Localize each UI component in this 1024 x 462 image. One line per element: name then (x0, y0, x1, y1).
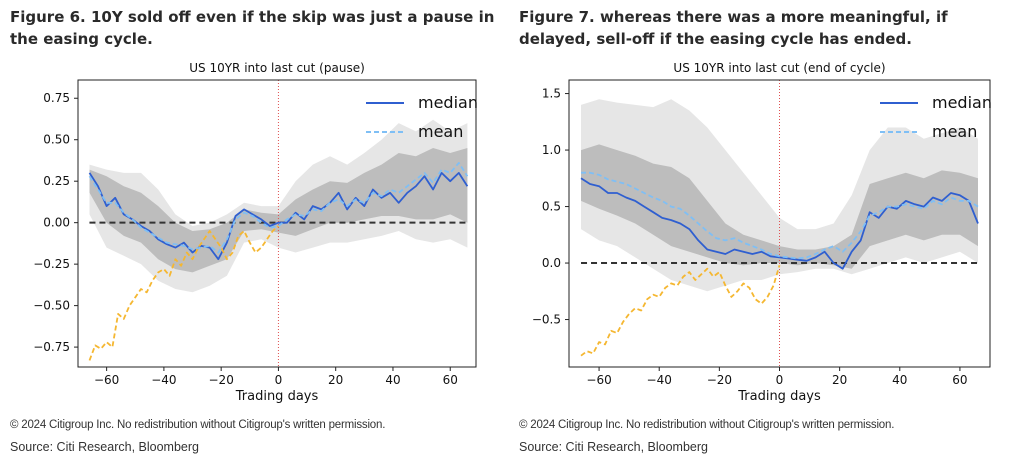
x-tick-label: 40 (385, 373, 400, 387)
source-note: Source: Citi Research, Bloomberg (519, 440, 708, 454)
source-note: Source: Citi Research, Bloomberg (10, 440, 199, 454)
plot-frame (77, 79, 477, 368)
y-tick-label: 0.25 (43, 174, 70, 188)
y-tick-label: 0.75 (43, 91, 70, 105)
inner-range-band (581, 144, 978, 269)
mean-line (581, 171, 979, 260)
current-cycle-line (88, 225, 279, 361)
x-tick-label: 20 (832, 373, 847, 387)
chart-end-of-cycle: US 10YR into last cut (end of cycle) −0.5… (532, 61, 992, 404)
x-axis-label: Trading days (235, 389, 319, 404)
y-tick-label: −0.75 (33, 340, 70, 354)
inner-range-band (89, 148, 468, 273)
x-tick-label: 20 (328, 373, 343, 387)
legend-label: median (418, 93, 478, 112)
y-tick-label: 1.5 (542, 87, 561, 101)
y-tick-label: −0.25 (33, 257, 70, 271)
figure-6: Figure 6. 10Y sold off even if the skip … (8, 0, 513, 462)
figure-heading: Figure 7. whereas there was a more meani… (519, 8, 948, 48)
copyright-notice: © 2024 Citigroup Inc. No redistribution … (10, 419, 386, 431)
x-tick-label: 60 (443, 373, 458, 387)
y-tick-label: 0.50 (43, 133, 70, 147)
x-tick-label: 60 (952, 373, 967, 387)
y-tick-label: 0.0 (542, 256, 561, 270)
x-tick-label: −60 (586, 373, 611, 387)
x-tick-label: 40 (892, 373, 907, 387)
y-tick-label: 0.00 (43, 216, 70, 230)
y-tick-label: −0.5 (532, 313, 561, 327)
x-tick-label: −20 (707, 373, 732, 387)
y-tick-label: −0.50 (33, 299, 70, 313)
x-tick-label: −20 (209, 373, 234, 387)
mean-line (88, 162, 469, 254)
figure-heading: Figure 6. 10Y sold off even if the skip … (10, 8, 495, 48)
legend-label: mean (418, 122, 463, 141)
x-tick-label: −60 (94, 373, 119, 387)
figure-7: Figure 7. whereas there was a more meani… (517, 0, 1022, 462)
x-tick-label: 0 (776, 373, 784, 387)
chart-pause: US 10YR into last cut (pause) −0.75 −0.50 −… (33, 61, 478, 404)
y-tick-label: 1.0 (542, 143, 561, 157)
legend-label: median (932, 93, 992, 112)
x-tick-label: −40 (647, 373, 672, 387)
x-axis-label: Trading days (737, 389, 821, 404)
x-tick-label: 0 (275, 373, 283, 387)
chart-title: US 10YR into last cut (end of cycle) (673, 61, 885, 75)
legend-label: mean (932, 122, 977, 141)
chart-title: US 10YR into last cut (pause) (189, 61, 365, 75)
median-line (580, 177, 979, 270)
current-cycle-line (580, 265, 781, 357)
x-tick-label: −40 (151, 373, 176, 387)
y-tick-label: 0.5 (542, 200, 561, 214)
copyright-notice: © 2024 Citigroup Inc. No redistribution … (519, 419, 895, 431)
